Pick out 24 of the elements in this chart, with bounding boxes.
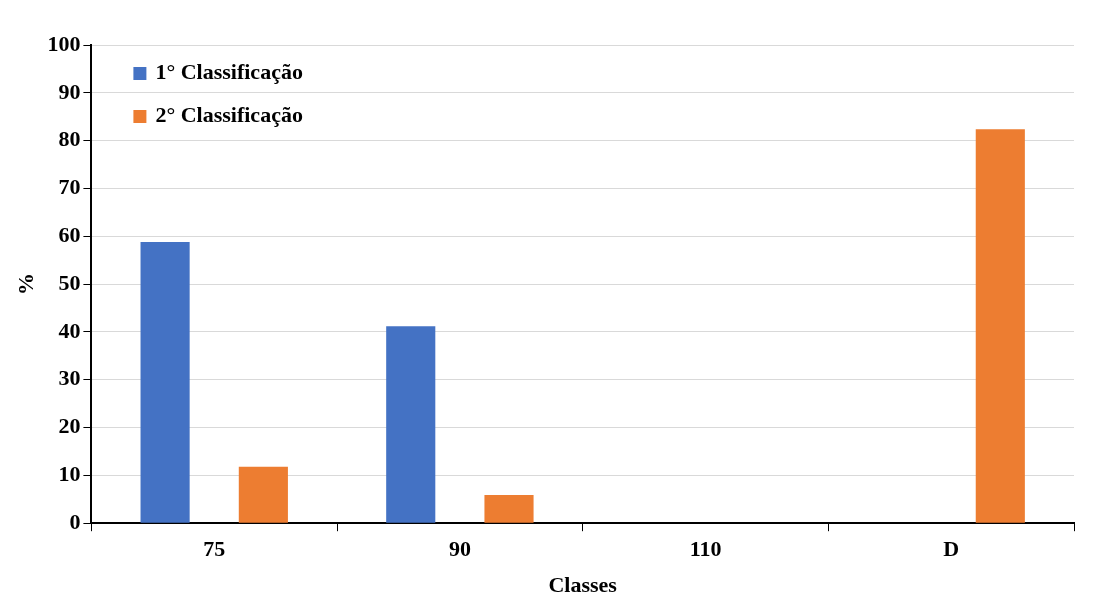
bar — [484, 494, 534, 523]
y-tick-label: 10 — [58, 461, 81, 487]
x-tick-label: 90 — [448, 536, 471, 562]
y-tick-label: 90 — [58, 78, 81, 104]
x-tick-label: D — [943, 536, 960, 562]
bar — [238, 466, 288, 523]
bar — [140, 242, 190, 523]
y-tick-label: 40 — [58, 317, 81, 343]
x-tick-label: 75 — [203, 536, 226, 562]
y-tick-label: 30 — [58, 365, 81, 391]
legend-label: 1° Classificação — [155, 58, 303, 84]
x-axis-title: Classes — [548, 572, 618, 598]
y-tick-label: 80 — [58, 126, 81, 152]
y-tick-label: 100 — [47, 30, 81, 56]
x-tick-label: 110 — [689, 536, 722, 562]
y-tick-label: 0 — [69, 508, 81, 534]
y-tick-label: 20 — [58, 413, 81, 439]
y-tick-label: 70 — [58, 174, 81, 200]
y-tick-label: 60 — [58, 221, 81, 247]
y-tick-label: 50 — [58, 269, 81, 295]
bar — [386, 326, 436, 523]
bar — [975, 129, 1025, 523]
y-axis-title: % — [12, 273, 38, 296]
legend-label: 2° Classificação — [155, 101, 303, 127]
